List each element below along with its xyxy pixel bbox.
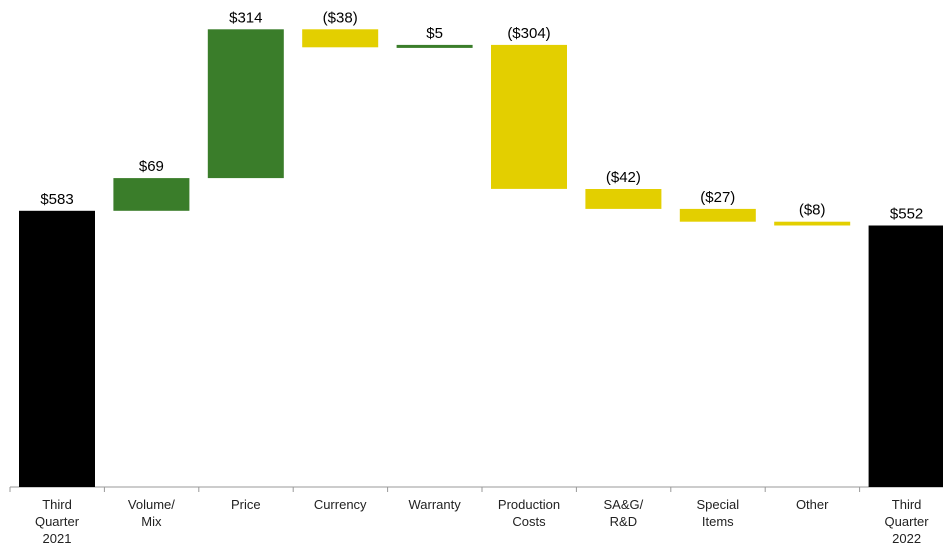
category-label-line: Quarter xyxy=(35,514,80,529)
category-labels-group: Third Quarter 2021 Volume/Mix Price Currency W… xyxy=(35,497,929,545)
category-label-sa-g-r-d: SA&G/R&D xyxy=(604,497,644,529)
bars-group xyxy=(19,29,943,488)
category-label-line: Quarter xyxy=(885,514,930,529)
bar-third-quarter-2021 xyxy=(19,210,95,488)
category-label-line: 2021 xyxy=(43,531,72,545)
category-label-production-costs: Production Costs xyxy=(498,497,560,529)
value-label-production-costs: ($304) xyxy=(507,25,550,42)
value-label-third-quarter-2022-end: $552 xyxy=(890,206,923,223)
bar-price xyxy=(207,29,284,179)
category-label-special-items: Special Items xyxy=(696,497,739,529)
bar-sa-g-r-d xyxy=(585,189,662,209)
category-label-third-quarter-2021: Third Quarter 2021 xyxy=(35,497,80,545)
bar-third-quarter-2022-end xyxy=(868,225,943,487)
value-label-warranty: $5 xyxy=(426,25,443,42)
value-label-other: ($8) xyxy=(799,202,826,219)
value-label-volume-mix: $69 xyxy=(139,158,164,175)
category-label-line: Mix xyxy=(141,514,162,529)
category-label-volume-mix: Volume/Mix xyxy=(128,497,175,529)
category-label-warranty: Warranty xyxy=(408,497,461,512)
category-label-price: Price xyxy=(231,497,261,512)
category-label-line: Costs xyxy=(512,514,546,529)
category-label-line: Price xyxy=(231,497,261,512)
category-label-line: R&D xyxy=(610,514,637,529)
bar-other xyxy=(774,221,851,226)
value-label-sa-g-r-d: ($42) xyxy=(606,169,641,186)
category-label-line: Volume/ xyxy=(128,497,175,512)
category-label-line: Other xyxy=(796,497,829,512)
category-label-third-quarter-2022-end: Third Quarter 2022 xyxy=(885,497,930,545)
value-label-third-quarter-2021: $583 xyxy=(40,191,73,208)
value-label-price: $314 xyxy=(229,9,262,26)
category-label-line: Production xyxy=(498,497,560,512)
bar-currency xyxy=(302,29,379,48)
category-label-line: Third xyxy=(42,497,72,512)
category-label-line: Special xyxy=(696,497,739,512)
category-label-line: 2022 xyxy=(892,531,921,545)
category-label-other: Other xyxy=(796,497,829,512)
bar-warranty xyxy=(396,44,473,48)
value-label-currency: ($38) xyxy=(323,9,358,26)
category-label-line: Third xyxy=(892,497,922,512)
bar-production-costs xyxy=(491,44,567,189)
category-label-line: Currency xyxy=(314,497,367,512)
value-labels-group: $583 $69 $314 ($38) $5 ($304) ($42) ($27) ($8) $5… xyxy=(40,9,923,222)
category-label-line: Warranty xyxy=(408,497,461,512)
category-label-line: SA&G/ xyxy=(604,497,644,512)
bar-special-items xyxy=(679,208,756,222)
category-label-line: Items xyxy=(702,514,734,529)
bar-volume-mix xyxy=(113,178,190,211)
value-label-special-items: ($27) xyxy=(700,189,735,206)
x-axis-ticks-group xyxy=(9,487,861,492)
category-label-currency: Currency xyxy=(314,497,367,512)
